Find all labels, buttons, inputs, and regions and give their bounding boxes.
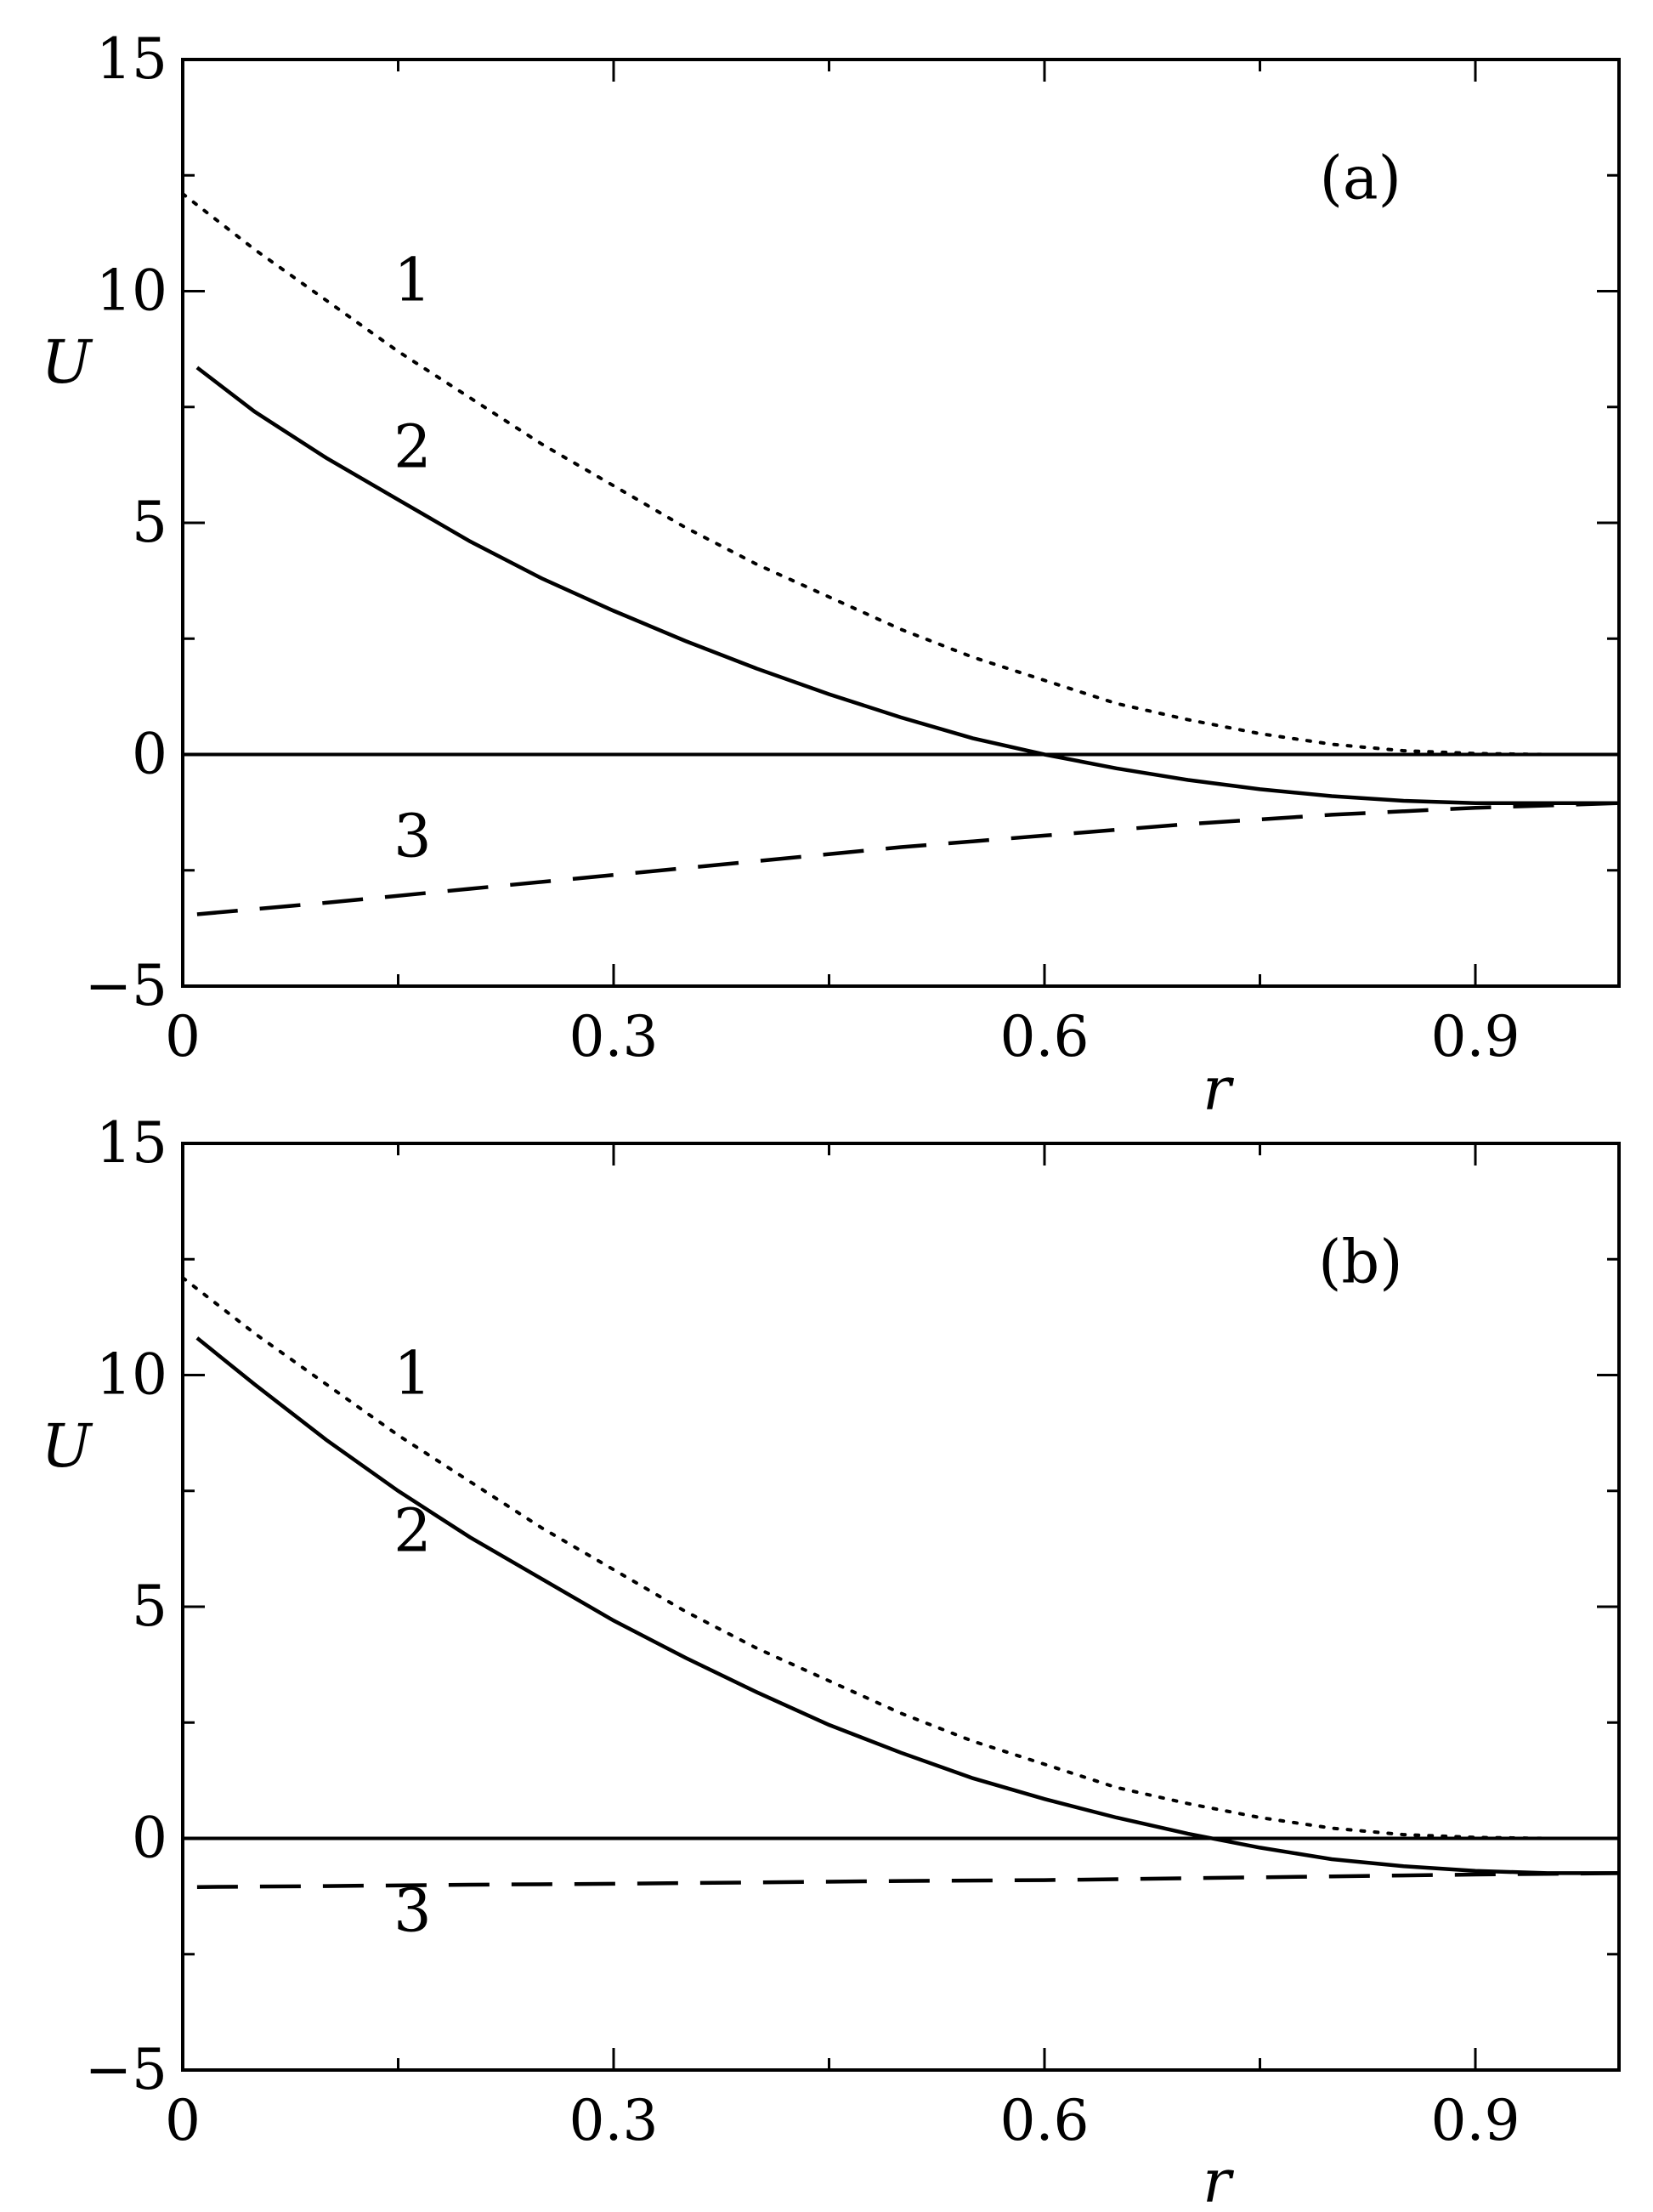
curve-label-1: 1 bbox=[393, 245, 432, 315]
y-tick-label: 10 bbox=[96, 1342, 167, 1408]
y-axis-label: U bbox=[42, 1411, 93, 1481]
x-tick-label: 0.9 bbox=[1431, 1004, 1520, 1069]
y-tick-label: 15 bbox=[96, 26, 167, 92]
x-axis-label: r bbox=[1203, 1054, 1234, 1124]
y-tick-label: 0 bbox=[132, 1806, 167, 1871]
y-tick-label: −5 bbox=[85, 953, 167, 1018]
x-tick-label: 0.9 bbox=[1431, 2088, 1520, 2153]
y-tick-label: 15 bbox=[96, 1110, 167, 1176]
y-tick-label: −5 bbox=[85, 2037, 167, 2102]
series-line-3 bbox=[196, 801, 1620, 916]
curve-label-2: 2 bbox=[393, 412, 432, 482]
x-tick-label: 0 bbox=[165, 1004, 201, 1069]
x-tick-label: 0.3 bbox=[569, 2088, 659, 2153]
x-tick-label: 0.6 bbox=[1000, 1004, 1090, 1069]
curve-label-2: 2 bbox=[393, 1496, 432, 1566]
x-tick-label: 0 bbox=[165, 2088, 201, 2153]
x-axis-label: r bbox=[1203, 2147, 1234, 2212]
y-tick-label: 5 bbox=[132, 490, 167, 555]
y-tick-label: 5 bbox=[132, 1574, 167, 1639]
x-tick-label: 0.3 bbox=[569, 1004, 659, 1069]
curve-label-3: 3 bbox=[393, 1876, 432, 1946]
series-line-2 bbox=[195, 366, 1619, 805]
y-tick-label: 0 bbox=[132, 722, 167, 787]
panel-label: (a) bbox=[1320, 144, 1401, 213]
x-tick-label: 0.6 bbox=[1000, 2088, 1090, 2153]
curve-label-3: 3 bbox=[393, 801, 432, 871]
series-line-2 bbox=[195, 1336, 1619, 1875]
curve-label-1: 1 bbox=[393, 1338, 432, 1408]
series-line-3 bbox=[196, 1871, 1620, 1889]
y-axis-label: U bbox=[42, 327, 93, 397]
y-tick-label: 10 bbox=[96, 258, 167, 324]
panel-label: (b) bbox=[1318, 1228, 1402, 1297]
series-line-1 bbox=[181, 1276, 1621, 1840]
series-line-1 bbox=[181, 192, 1621, 757]
